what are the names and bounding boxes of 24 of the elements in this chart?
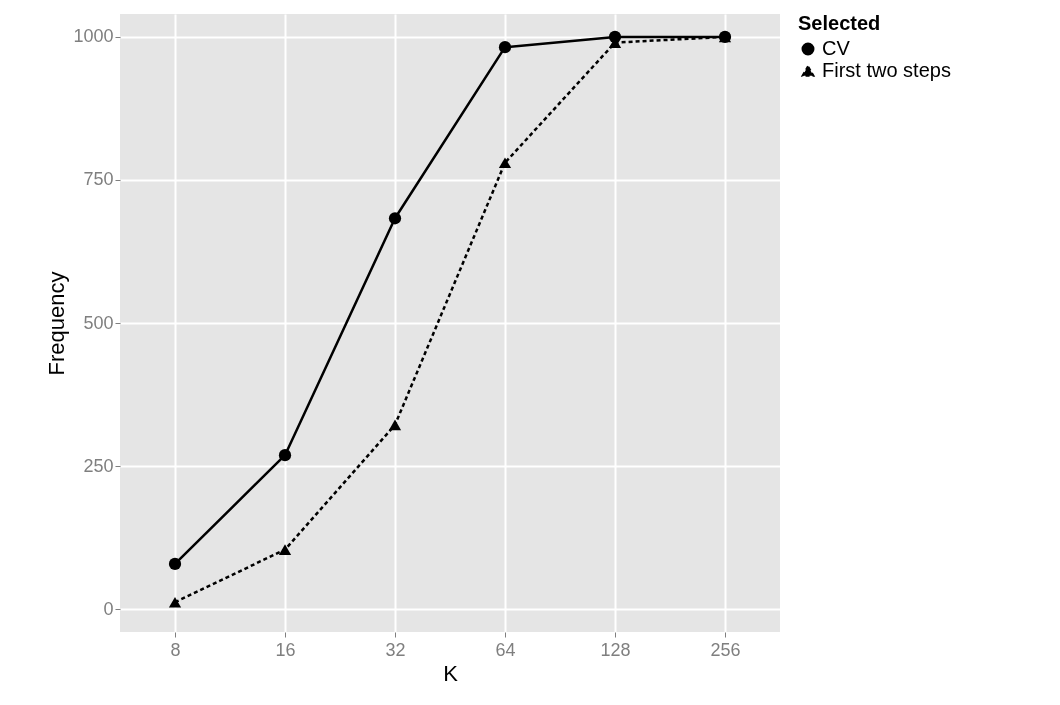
x-tick-label: 64	[495, 639, 516, 660]
legend-title: Selected	[798, 12, 881, 34]
point	[168, 596, 182, 608]
y-axis-title: Frequency	[44, 271, 70, 376]
point	[498, 157, 512, 169]
x-tick-label: 256	[710, 639, 741, 660]
y-tick-label: 750	[83, 169, 114, 190]
y-tick-label: 0	[103, 598, 114, 619]
y-tick-label: 500	[83, 312, 114, 333]
legend-label: CV	[822, 37, 851, 59]
point	[168, 557, 182, 571]
y-tick-label: 250	[83, 455, 114, 476]
x-tick-label: 8	[170, 639, 181, 660]
x-tick-label: 32	[385, 639, 406, 660]
legend-label: First two steps	[822, 59, 951, 81]
point	[498, 41, 512, 54]
point	[388, 419, 402, 431]
y-tick-label: 1000	[73, 26, 114, 47]
x-axis-title: K	[443, 660, 459, 686]
point	[278, 449, 292, 462]
x-tick-label: 16	[275, 639, 296, 660]
point	[278, 544, 292, 555]
point	[388, 212, 402, 225]
x-tick-label: 128	[600, 639, 631, 660]
